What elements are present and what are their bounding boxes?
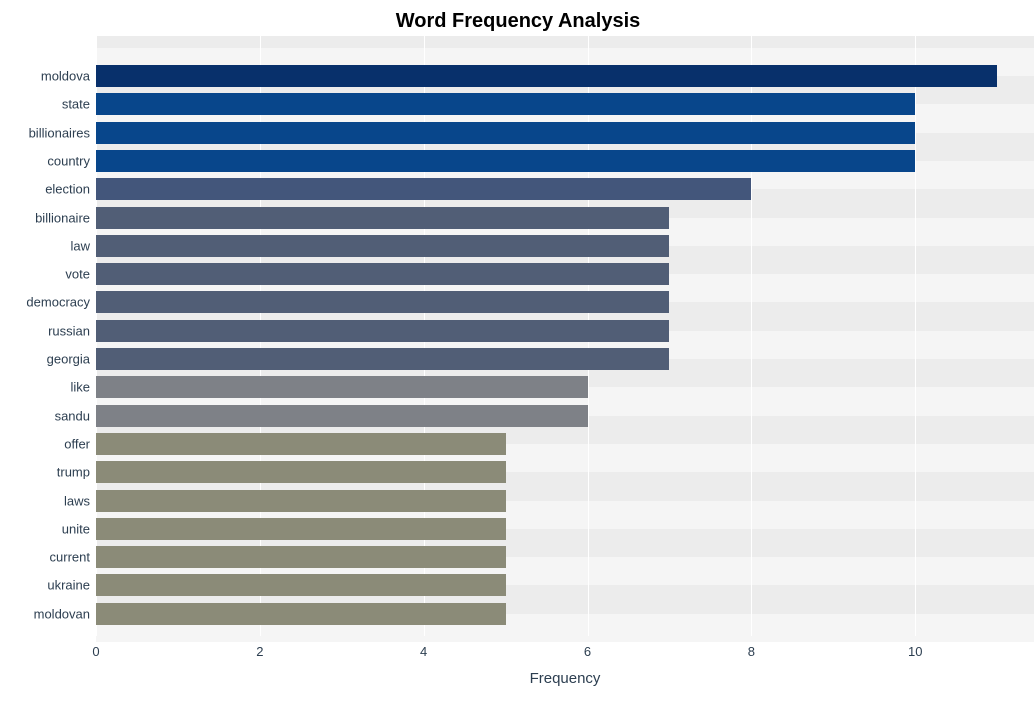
bar — [96, 122, 915, 144]
bar — [96, 574, 506, 596]
bar — [96, 461, 506, 483]
y-tick-label: state — [62, 97, 96, 112]
bar — [96, 291, 669, 313]
y-tick-label: like — [70, 380, 96, 395]
x-axis-label: Frequency — [530, 670, 601, 687]
x-tick-label: 0 — [92, 644, 99, 659]
plot-area: moldovastatebillionairescountryelectionb… — [96, 36, 1034, 636]
bar — [96, 93, 915, 115]
y-tick-label: laws — [64, 493, 96, 508]
bar — [96, 603, 506, 625]
y-tick-label: vote — [65, 267, 96, 282]
bar — [96, 235, 669, 257]
bar — [96, 405, 588, 427]
chart-title: Word Frequency Analysis — [0, 10, 1036, 33]
y-tick-label: trump — [57, 465, 96, 480]
bar — [96, 546, 506, 568]
bar — [96, 518, 506, 540]
y-tick-label: unite — [62, 521, 96, 536]
x-tick-label: 6 — [584, 644, 591, 659]
x-tick-label: 10 — [908, 644, 922, 659]
bar — [96, 490, 506, 512]
y-tick-label: election — [45, 182, 96, 197]
y-tick-label: democracy — [26, 295, 96, 310]
bar — [96, 178, 751, 200]
bar — [96, 207, 669, 229]
bar — [96, 320, 669, 342]
y-tick-label: offer — [64, 436, 96, 451]
y-tick-label: billionaires — [29, 125, 96, 140]
word-frequency-chart: Word Frequency Analysis moldovastatebill… — [0, 0, 1036, 701]
y-tick-label: sandu — [55, 408, 96, 423]
y-tick-label: georgia — [47, 352, 96, 367]
x-tick-label: 4 — [420, 644, 427, 659]
bar — [96, 263, 669, 285]
y-tick-label: billionaire — [35, 210, 96, 225]
bar — [96, 348, 669, 370]
bar — [96, 433, 506, 455]
y-tick-label: russian — [48, 323, 96, 338]
x-tick-label: 2 — [256, 644, 263, 659]
y-tick-label: moldova — [41, 69, 96, 84]
bar — [96, 65, 997, 87]
bar — [96, 376, 588, 398]
y-tick-label: current — [50, 550, 96, 565]
bar — [96, 150, 915, 172]
x-tick-label: 8 — [748, 644, 755, 659]
y-tick-label: law — [70, 238, 96, 253]
y-tick-label: ukraine — [47, 578, 96, 593]
y-tick-label: moldovan — [34, 606, 96, 621]
y-tick-label: country — [47, 153, 96, 168]
